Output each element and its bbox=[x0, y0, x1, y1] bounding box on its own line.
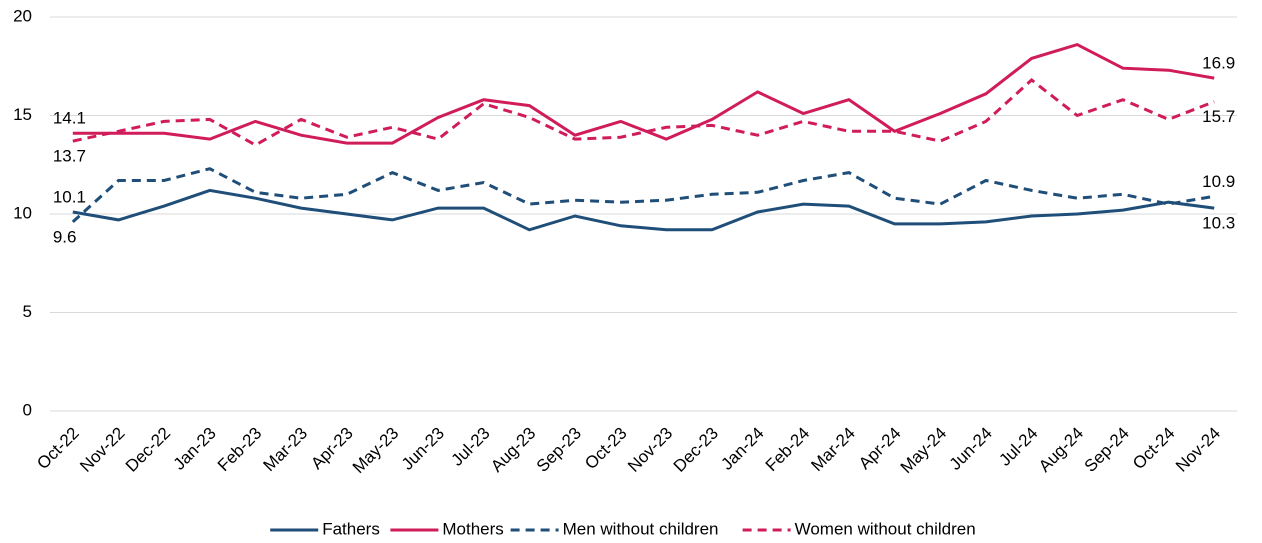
x-tick-label: Mar-24 bbox=[807, 424, 859, 476]
x-tick-label: May-23 bbox=[349, 424, 403, 478]
x-tick-label: Apr-23 bbox=[307, 424, 357, 474]
data-label: 14.1 bbox=[53, 109, 86, 128]
data-label: 9.6 bbox=[53, 227, 77, 246]
legend-label: Mothers bbox=[442, 519, 503, 538]
y-tick-label: 15 bbox=[13, 105, 32, 124]
series-line bbox=[72, 188, 1215, 232]
y-tick-label: 0 bbox=[23, 400, 32, 419]
y-tick-label: 10 bbox=[13, 203, 32, 222]
x-tick-label: Jan-24 bbox=[717, 424, 767, 474]
x-tick-label: Aug-24 bbox=[1035, 424, 1087, 476]
x-tick-label: Feb-23 bbox=[214, 424, 266, 476]
x-tick-label: Jan-23 bbox=[170, 424, 220, 474]
data-label: 10.9 bbox=[1202, 172, 1235, 191]
x-tick-label: Apr-24 bbox=[855, 424, 905, 474]
legend-label: Women without children bbox=[795, 519, 976, 538]
legend-label: Fathers bbox=[322, 519, 380, 538]
x-tick-label: Nov-23 bbox=[624, 424, 676, 476]
x-tick-label: Jun-24 bbox=[946, 424, 996, 474]
x-tick-label: Aug-23 bbox=[487, 424, 539, 476]
x-tick-label: Feb-24 bbox=[762, 424, 814, 476]
x-tick-label: Oct-24 bbox=[1129, 424, 1179, 474]
x-tick-label: Oct-22 bbox=[33, 424, 83, 474]
x-tick-label: Sep-23 bbox=[533, 424, 585, 476]
legend-label: Men without children bbox=[563, 519, 719, 538]
x-tick-label: Jun-23 bbox=[398, 424, 448, 474]
x-tick-label: Nov-24 bbox=[1172, 424, 1224, 476]
series-line bbox=[72, 42, 1215, 145]
y-tick-label: 5 bbox=[23, 302, 32, 321]
y-tick-label: 20 bbox=[13, 6, 32, 25]
series-line bbox=[72, 78, 1215, 147]
x-tick-label: Sep-24 bbox=[1081, 424, 1133, 476]
data-label: 10.1 bbox=[53, 188, 86, 207]
data-label: 10.3 bbox=[1202, 214, 1235, 233]
x-tick-label: Nov-22 bbox=[76, 424, 128, 476]
x-tick-label: Mar-23 bbox=[260, 424, 312, 476]
data-label: 15.7 bbox=[1202, 107, 1235, 126]
x-tick-label: May-24 bbox=[897, 424, 951, 478]
x-tick-label: Dec-22 bbox=[122, 424, 174, 476]
data-label: 16.9 bbox=[1202, 54, 1235, 73]
series-line bbox=[71, 167, 1215, 224]
x-tick-label: Dec-23 bbox=[670, 424, 722, 476]
x-tick-label: Oct-23 bbox=[581, 424, 631, 474]
data-label: 13.7 bbox=[53, 147, 86, 166]
